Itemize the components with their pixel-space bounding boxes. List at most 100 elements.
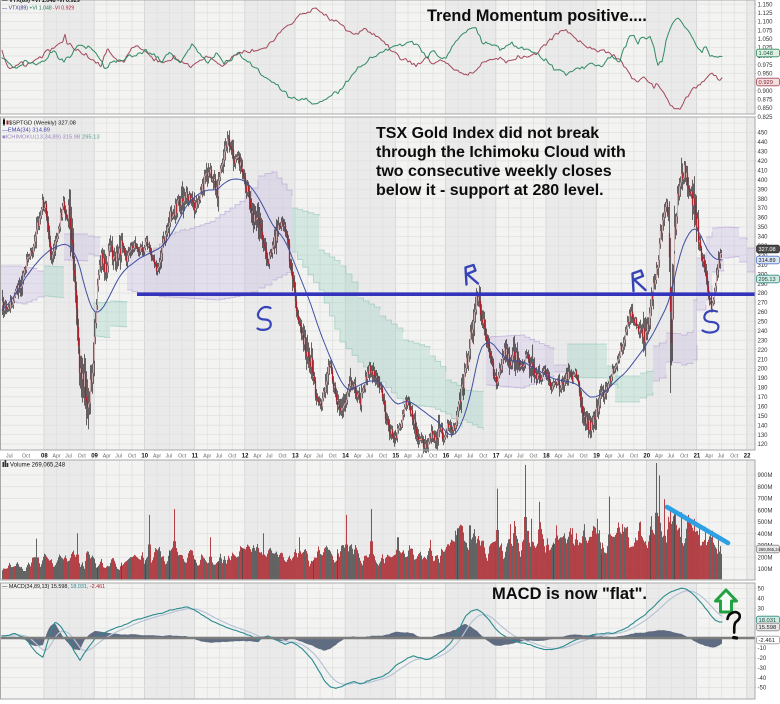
svg-text:22: 22 — [744, 454, 751, 460]
svg-text:440: 440 — [758, 140, 769, 146]
svg-text:Jul: Jul — [316, 454, 323, 460]
svg-text:Apr: Apr — [103, 454, 111, 460]
svg-text:30: 30 — [758, 607, 765, 613]
svg-text:— VTX(89) +VI 1.048 -VI 0.929: — VTX(89) +VI 1.048 -VI 0.929 — [2, 6, 74, 12]
svg-text:Apr: Apr — [253, 454, 261, 460]
svg-text:MACD is now "flat".: MACD is now "flat". — [492, 585, 647, 603]
svg-text:370: 370 — [758, 206, 769, 212]
svg-text:15: 15 — [392, 454, 399, 460]
svg-text:Apr: Apr — [203, 454, 211, 460]
svg-text:■ICHIMOKU(13,34,89) 315.98 295: ■ICHIMOKU(13,34,89) 315.98 295.13 — [2, 135, 100, 141]
svg-text:800M: 800M — [758, 485, 773, 491]
svg-text:Jul: Jul — [417, 454, 424, 460]
svg-text:1.048: 1.048 — [759, 51, 774, 57]
svg-text:16: 16 — [443, 454, 450, 460]
svg-text:1.125: 1.125 — [758, 11, 774, 17]
svg-text:0.929: 0.929 — [759, 80, 774, 86]
svg-text:Oct: Oct — [530, 454, 539, 460]
svg-text:450: 450 — [758, 131, 769, 137]
svg-text:150: 150 — [758, 414, 769, 420]
svg-text:600M: 600M — [758, 508, 773, 514]
svg-text:700M: 700M — [758, 497, 773, 503]
svg-text:350: 350 — [758, 225, 769, 231]
svg-text:0.950: 0.950 — [758, 72, 774, 78]
svg-text:Apr: Apr — [605, 454, 613, 460]
svg-text:380: 380 — [758, 197, 769, 203]
svg-text:1.050: 1.050 — [758, 37, 774, 43]
svg-text:0.975: 0.975 — [758, 63, 774, 69]
svg-text:Jul: Jul — [65, 454, 72, 460]
svg-text:327.08: 327.08 — [759, 247, 776, 253]
svg-text:-40: -40 — [758, 676, 767, 682]
svg-text:Oct: Oct — [228, 454, 237, 460]
svg-text:390: 390 — [758, 187, 769, 193]
svg-text:13: 13 — [292, 454, 299, 460]
svg-text:240: 240 — [758, 329, 769, 335]
svg-text:14: 14 — [342, 454, 349, 460]
svg-text:400M: 400M — [758, 532, 773, 538]
svg-text:below it - support at 280 leve: below it - support at 280 level. — [376, 182, 604, 199]
svg-text:Apr: Apr — [555, 454, 563, 460]
svg-text:—EMA(34) 314.89: —EMA(34) 314.89 — [2, 128, 50, 134]
svg-text:230: 230 — [758, 338, 769, 344]
svg-text:Jul: Jul — [366, 454, 373, 460]
svg-text:260: 260 — [758, 310, 769, 316]
svg-text:Apr: Apr — [655, 454, 663, 460]
svg-text:270: 270 — [758, 301, 769, 307]
svg-text:1.075: 1.075 — [758, 28, 774, 34]
svg-text:Jul: Jul — [166, 454, 173, 460]
svg-text:0.900: 0.900 — [758, 89, 774, 95]
svg-text:1.000: 1.000 — [758, 54, 774, 60]
svg-text:340: 340 — [758, 235, 769, 241]
svg-text:430: 430 — [758, 150, 769, 156]
svg-text:12: 12 — [242, 454, 249, 460]
svg-text:310: 310 — [758, 263, 769, 269]
svg-text:Oct: Oct — [429, 454, 438, 460]
svg-text:-30: -30 — [758, 666, 767, 672]
svg-text:Oct: Oct — [580, 454, 589, 460]
svg-text:Oct: Oct — [730, 454, 739, 460]
svg-text:140: 140 — [758, 423, 769, 429]
svg-text:Jul: Jul — [266, 454, 273, 460]
svg-text:Jul: Jul — [617, 454, 624, 460]
svg-text:1.100: 1.100 — [758, 20, 774, 26]
svg-text:280: 280 — [758, 291, 769, 297]
svg-text:Apr: Apr — [454, 454, 462, 460]
svg-text:Apr: Apr — [705, 454, 713, 460]
svg-text:180: 180 — [758, 386, 769, 392]
svg-text:Oct: Oct — [22, 454, 31, 460]
svg-text:11: 11 — [192, 454, 199, 460]
svg-text:0.850: 0.850 — [758, 106, 774, 112]
svg-text:09: 09 — [91, 454, 98, 460]
svg-text:Oct: Oct — [379, 454, 388, 460]
svg-text:269,065,248: 269,065,248 — [759, 547, 780, 552]
svg-text:290: 290 — [758, 282, 769, 288]
svg-text:400: 400 — [758, 178, 769, 184]
svg-text:through the Ichimoku Cloud wit: through the Ichimoku Cloud with — [376, 144, 626, 161]
svg-text:420: 420 — [758, 159, 769, 165]
svg-text:Jul: Jul — [115, 454, 122, 460]
svg-text:-2.461: -2.461 — [759, 638, 775, 644]
svg-text:17: 17 — [493, 454, 500, 460]
svg-text:Jul: Jul — [517, 454, 524, 460]
svg-text:15.598: 15.598 — [759, 625, 777, 631]
svg-text:360: 360 — [758, 216, 769, 222]
svg-text:295.13: 295.13 — [759, 277, 776, 283]
svg-text:Apr: Apr — [404, 454, 412, 460]
svg-text:-20: -20 — [758, 656, 767, 662]
svg-text:Apr: Apr — [354, 454, 362, 460]
svg-text:Oct: Oct — [630, 454, 639, 460]
svg-text:Jul: Jul — [6, 454, 13, 460]
svg-text:1.025: 1.025 — [758, 46, 774, 52]
svg-text:130: 130 — [758, 433, 769, 439]
svg-text:18.031: 18.031 — [759, 618, 777, 624]
svg-text:Oct: Oct — [680, 454, 689, 460]
svg-text:Apr: Apr — [504, 454, 512, 460]
svg-text:$SPTGD (Weekly) 327.08: $SPTGD (Weekly) 327.08 — [9, 121, 76, 127]
svg-text:Trend Momentum positive....: Trend Momentum positive.... — [427, 7, 647, 25]
svg-text:410: 410 — [758, 169, 769, 175]
svg-text:900M: 900M — [758, 473, 773, 479]
svg-text:210: 210 — [758, 357, 769, 363]
svg-text:— VTX(89) +VI 1.048 -VI 0.929: — VTX(89) +VI 1.048 -VI 0.929 — [2, 0, 80, 4]
svg-text:500M: 500M — [758, 520, 773, 526]
